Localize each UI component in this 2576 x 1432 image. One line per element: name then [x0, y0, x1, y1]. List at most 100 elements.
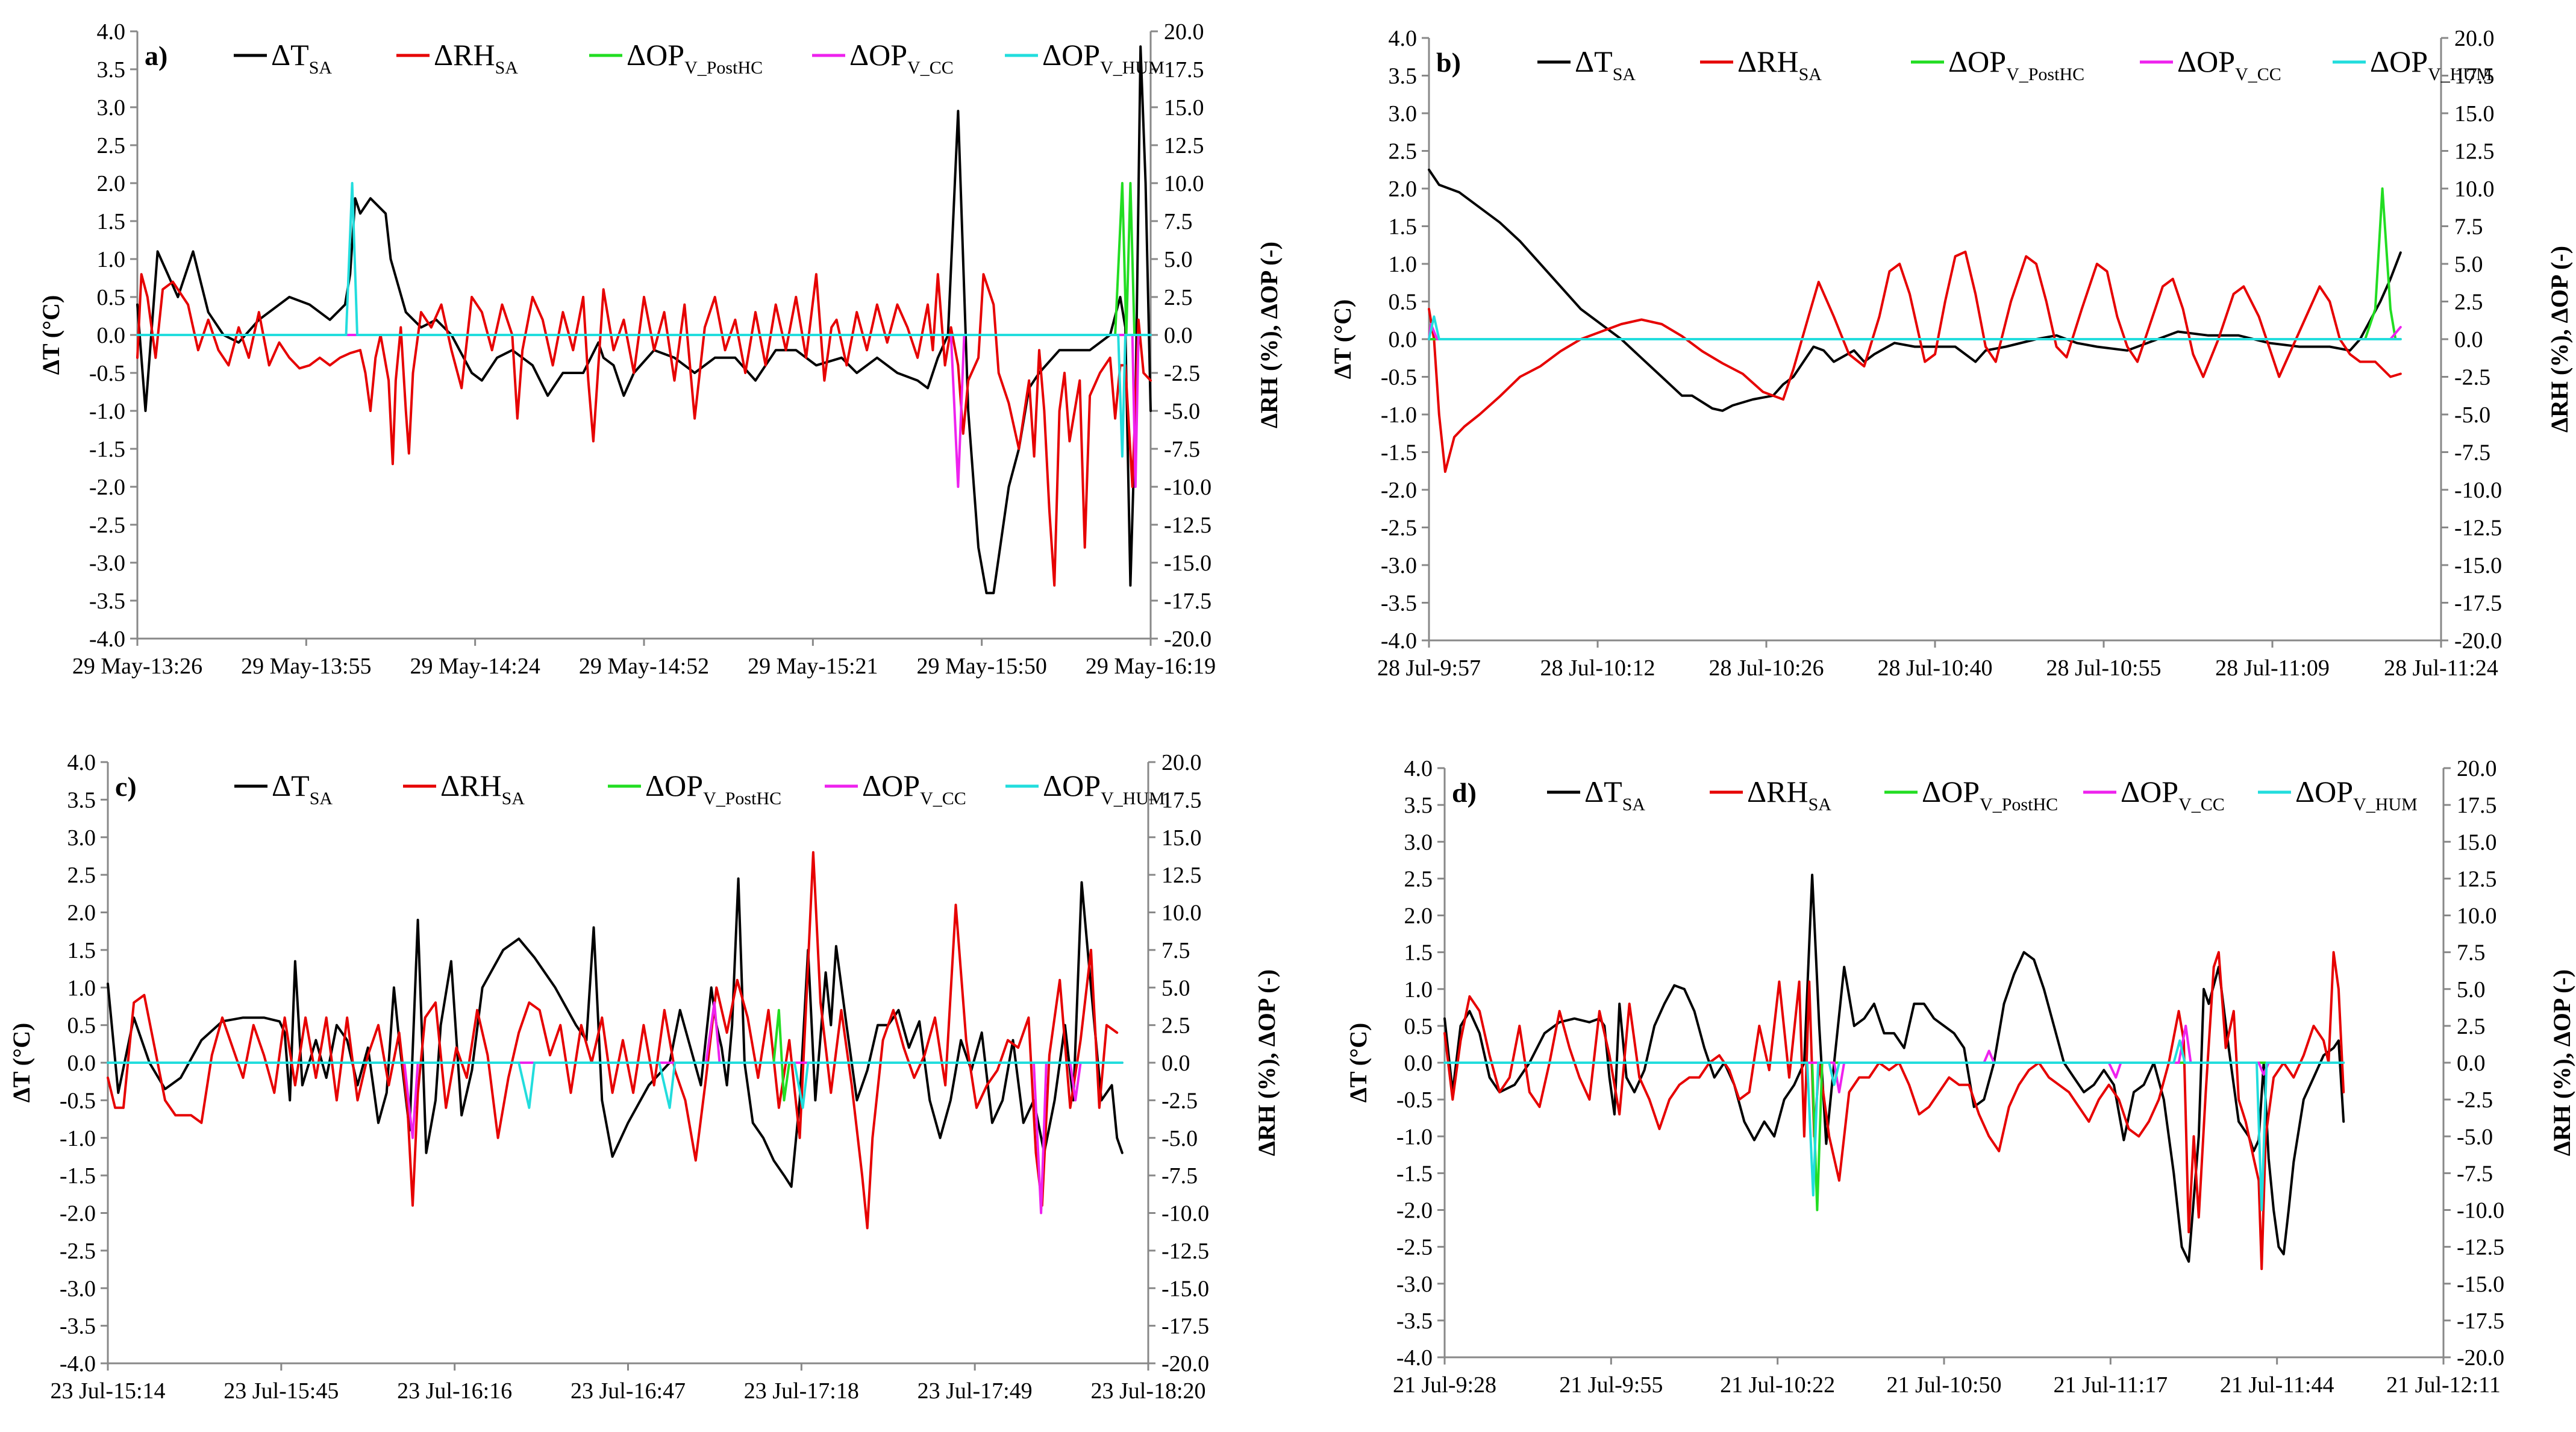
x-tick-label: 21 Jul-9:55 — [1559, 1372, 1663, 1398]
left-tick-label: 4.0 — [67, 750, 96, 775]
x-tick-label: 28 Jul-11:09 — [2215, 655, 2330, 681]
x-tick-label: 23 Jul-16:47 — [571, 1378, 686, 1404]
left-tick-label: 2.0 — [67, 901, 96, 926]
right-tick-label: -20.0 — [1164, 627, 1211, 652]
left-tick-label: 0.0 — [97, 323, 126, 348]
left-tick-label: -3.5 — [89, 589, 125, 614]
left-tick-label: 0.0 — [1389, 327, 1418, 352]
series-line-dT — [1428, 168, 2402, 412]
right-tick-label: 7.5 — [2457, 940, 2486, 966]
left-tick-label: -1.0 — [60, 1126, 96, 1151]
panel-label: b) — [1436, 47, 1461, 78]
right-tick-label: 20.0 — [2454, 26, 2495, 51]
legend-label-dT: ΔTSA — [272, 769, 333, 808]
left-tick-label: -2.5 — [89, 513, 125, 538]
right-tick-label: -7.5 — [2457, 1161, 2493, 1186]
series-line-cc — [1443, 1024, 2345, 1093]
chart-panel-a: 4.0 3.5 3.0 2.5 2.0 1.5 1.0 0.5 0.0 -0.5 -1.0 -1.5 -… — [37, 19, 1283, 679]
right-tick-label: -12.5 — [2454, 516, 2502, 541]
right-tick-label: 2.5 — [1164, 285, 1193, 310]
series-line-postHC — [107, 1008, 1124, 1102]
series-line-cc — [1428, 323, 2402, 340]
legend-label-hum: ΔOPV_HUM — [1043, 769, 1165, 808]
legend-label-postHC: ΔOPV_PostHC — [1922, 775, 2058, 814]
series-line-dT — [1443, 874, 2345, 1263]
left-tick-label: 1.5 — [1389, 214, 1418, 240]
left-tick-label: 0.0 — [1404, 1051, 1433, 1076]
left-tick-label: -3.0 — [60, 1276, 96, 1301]
y2-axis-title: ΔRH (%), ΔOP (-) — [1253, 969, 1280, 1156]
left-tick-label: -2.5 — [1396, 1235, 1433, 1260]
left-tick-label: -1.0 — [1381, 402, 1417, 428]
left-tick-label: 1.5 — [97, 209, 126, 234]
chart-panel-d: 4.0 3.5 3.0 2.5 2.0 1.5 1.0 0.5 0.0 -0.5 -1.0 -1.5 -… — [1345, 756, 2575, 1398]
legend-label-dT: ΔTSA — [1584, 775, 1645, 814]
x-tick-label: 29 May-14:52 — [579, 654, 709, 679]
legend-label-dRH: ΔRHSA — [1747, 775, 1831, 814]
x-tick-label: 23 Jul-15:45 — [224, 1378, 339, 1404]
left-tick-label: -0.5 — [60, 1088, 96, 1113]
right-tick-label: 20.0 — [1161, 750, 1202, 775]
left-tick-label: 0.5 — [67, 1013, 96, 1039]
left-tick-label: 1.0 — [97, 247, 126, 272]
right-tick-label: -10.0 — [1161, 1201, 1209, 1227]
legend-label-postHC: ΔOPV_PostHC — [627, 38, 763, 78]
x-tick-label: 28 Jul-9:57 — [1377, 655, 1481, 681]
x-tick-label: 23 Jul-15:14 — [50, 1378, 165, 1404]
right-tick-label: -17.5 — [2454, 591, 2502, 616]
x-tick-label: 21 Jul-10:50 — [1886, 1372, 2001, 1398]
left-tick-label: 0.5 — [1404, 1014, 1433, 1039]
x-tick-label: 29 May-13:26 — [72, 654, 202, 679]
right-tick-label: -15.0 — [1164, 551, 1211, 576]
left-tick-label: -1.5 — [1396, 1161, 1433, 1186]
left-tick-label: 2.5 — [67, 863, 96, 888]
series-line-hum — [1443, 1039, 2345, 1212]
right-tick-label: 7.5 — [2454, 214, 2483, 240]
left-tick-label: 2.5 — [1404, 866, 1433, 892]
right-tick-label: -7.5 — [1161, 1163, 1198, 1189]
y2-axis-title: ΔRH (%), ΔOP (-) — [2546, 246, 2573, 433]
right-tick-label: 2.5 — [2457, 1014, 2486, 1039]
right-tick-label: -10.0 — [1164, 475, 1211, 500]
right-tick-label: 10.0 — [1164, 171, 1204, 196]
left-tick-label: -1.5 — [89, 437, 125, 462]
left-tick-label: 1.0 — [1404, 977, 1433, 1002]
legend-label-postHC: ΔOPV_PostHC — [645, 769, 781, 808]
right-tick-label: -5.0 — [2454, 402, 2490, 428]
right-tick-label: 0.0 — [1164, 323, 1193, 348]
right-tick-label: 15.0 — [1161, 825, 1202, 851]
legend-label-cc: ΔOPV_CC — [849, 38, 954, 78]
series-line-hum — [1428, 315, 2402, 340]
left-tick-label: 2.0 — [97, 171, 126, 196]
x-tick-label: 29 May-15:50 — [916, 654, 1046, 679]
series-line-hum — [107, 1061, 1124, 1109]
chart-panel-b: 4.0 3.5 3.0 2.5 2.0 1.5 1.0 0.5 0.0 -0.5 -1.0 -1.5 -… — [1329, 26, 2573, 681]
x-tick-label: 29 May-13:55 — [241, 654, 371, 679]
y2-axis-title: ΔRH (%), ΔOP (-) — [2548, 969, 2575, 1156]
series-line-hum — [136, 182, 1152, 458]
right-tick-label: 2.5 — [2454, 290, 2483, 315]
series-line-dRH — [1428, 251, 2402, 473]
right-tick-label: -2.5 — [2457, 1087, 2493, 1113]
left-tick-label: -3.0 — [1396, 1272, 1433, 1297]
right-tick-label: -12.5 — [1164, 513, 1211, 538]
right-tick-label: -12.5 — [2457, 1235, 2504, 1260]
legend-label-dT: ΔTSA — [1575, 45, 1636, 84]
left-tick-label: 3.0 — [1404, 830, 1433, 855]
left-tick-label: 2.0 — [1389, 177, 1418, 202]
left-tick-label: 3.5 — [97, 57, 126, 83]
x-tick-label: 23 Jul-17:49 — [918, 1378, 1033, 1404]
legend-label-dRH: ΔRHSA — [1737, 45, 1822, 84]
right-tick-label: 15.0 — [2457, 830, 2497, 855]
x-tick-label: 23 Jul-16:16 — [397, 1378, 512, 1404]
right-tick-label: -17.5 — [2457, 1308, 2504, 1334]
panel-label: a) — [145, 40, 167, 71]
right-tick-label: -2.5 — [2454, 365, 2490, 390]
right-tick-label: 12.5 — [2457, 866, 2497, 892]
right-tick-label: -15.0 — [2457, 1272, 2504, 1297]
legend-label-hum: ΔOPV_HUM — [1042, 38, 1165, 78]
left-tick-label: 3.0 — [1389, 101, 1418, 127]
left-tick-label: 0.5 — [1389, 290, 1418, 315]
left-tick-label: -0.5 — [1396, 1087, 1433, 1113]
